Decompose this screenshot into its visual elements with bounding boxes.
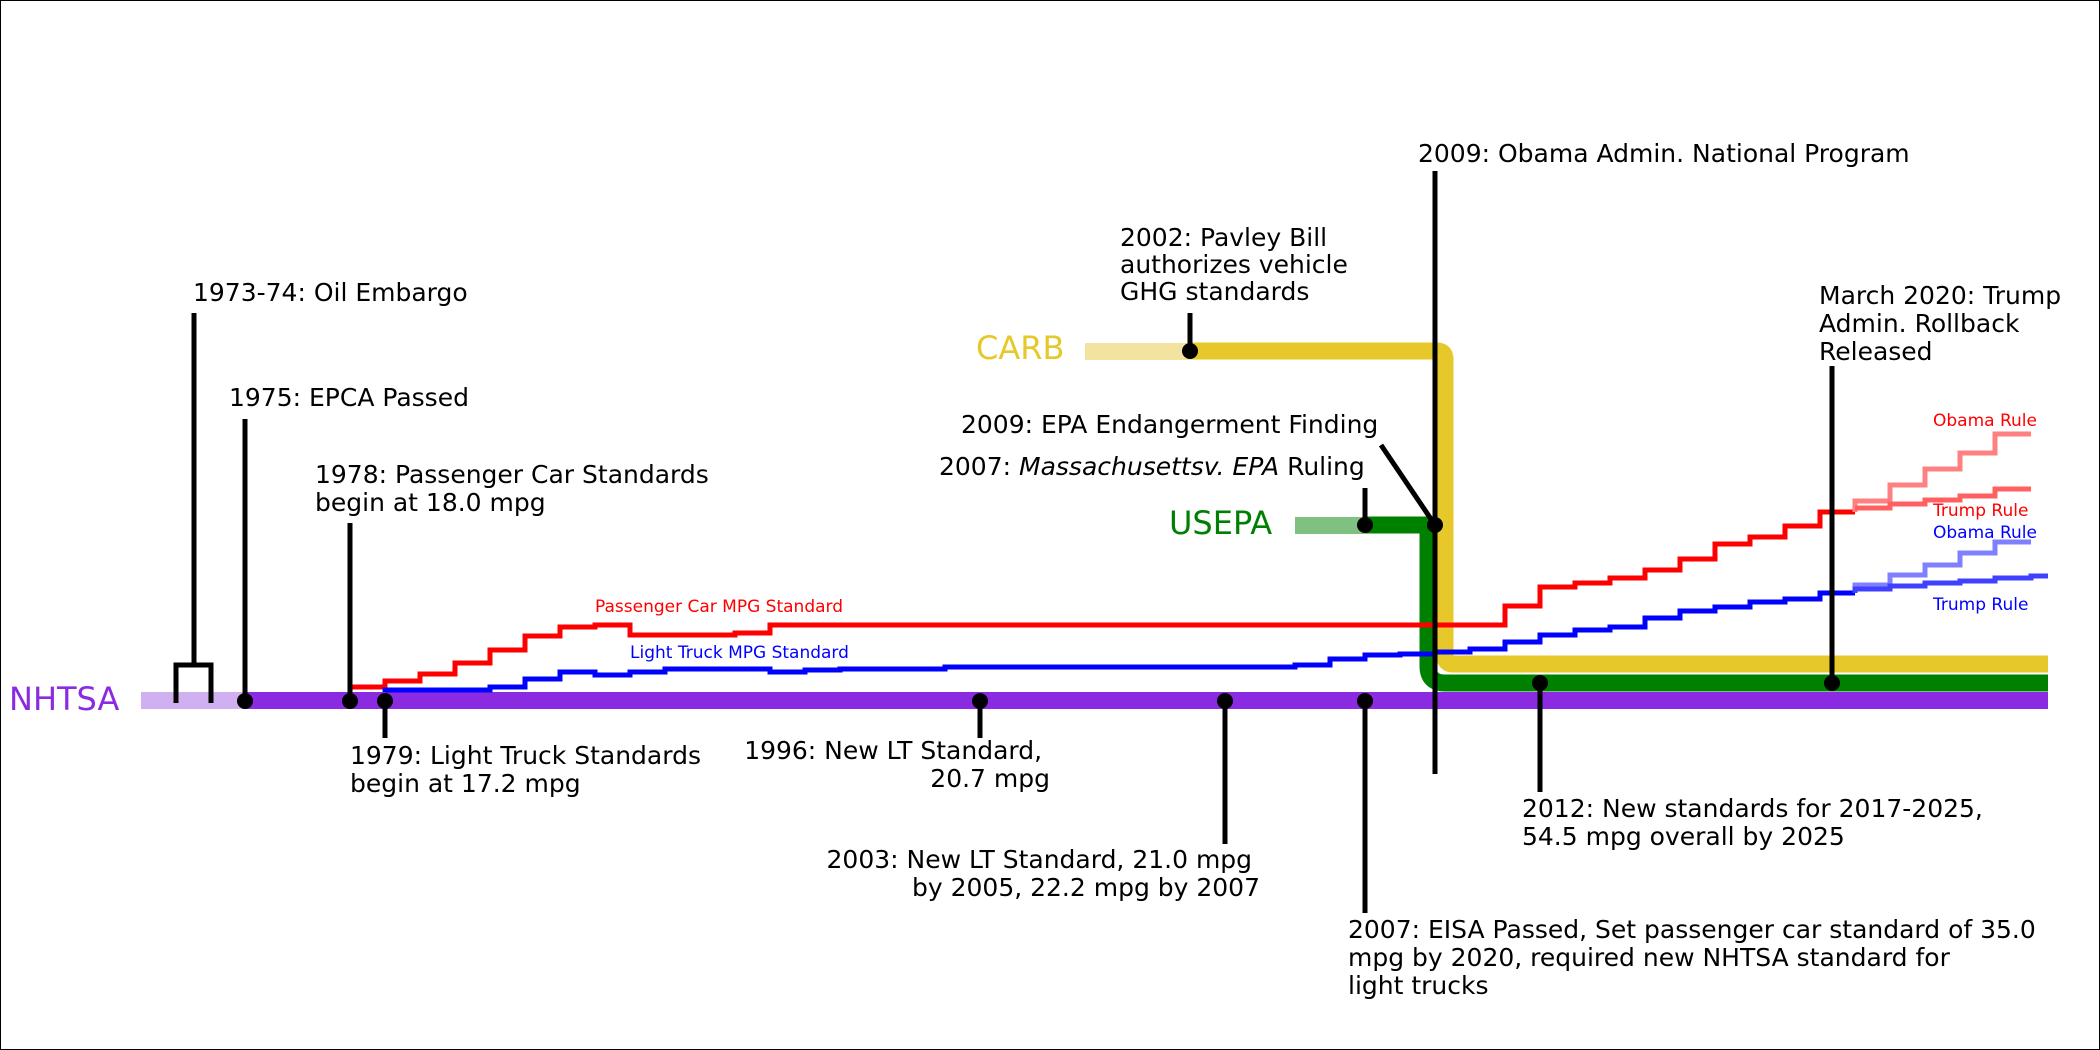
passenger-car-trump-projection [1855, 486, 2031, 511]
pavley-line-1: 2002: Pavley Bill [1120, 223, 1327, 252]
pavley-line-2: authorizes vehicle [1120, 250, 1348, 279]
standards-2012-annotation: 2012: New standards for 2017-2025, 54.5 … [1522, 794, 1991, 851]
nhtsa-lane: NHTSA [9, 680, 2048, 718]
eisa-2007-marker [1357, 693, 1373, 709]
pc-1978-marker [342, 693, 358, 709]
pavley-marker [1182, 343, 1198, 359]
mass-v-epa-case: Massachusetts [1019, 452, 1204, 481]
car-obama-rule-label: Obama Rule [1933, 411, 2037, 431]
event-markers [237, 343, 1840, 709]
lt-2003-annotation: 2003: New LT Standard, 21.0 mpg by 2005,… [827, 845, 1260, 902]
standards-2012-line-1: 2012: New standards for 2017-2025, [1522, 794, 1983, 823]
trump-2020-line-3: Released [1819, 337, 1933, 366]
lt-1996-marker [972, 693, 988, 709]
lt-1979-annotation: 1979: Light Truck Standards begin at 17.… [350, 741, 709, 798]
light-truck-series: Light Truck MPG Standard Obama Rule Trum… [382, 523, 2048, 693]
usepa-label: USEPA [1169, 504, 1272, 542]
mass-v-epa-prefix: 2007: [939, 452, 1019, 481]
light-truck-obama-projection [1852, 539, 2031, 593]
mass-v-epa-suffix: Ruling [1279, 452, 1365, 481]
pavley-annotation: 2002: Pavley Bill authorizes vehicle GHG… [1120, 223, 1356, 306]
trump-2020-line-2: Admin. Rollback [1819, 309, 2020, 338]
lt-1996-line-2: 20.7 mpg [930, 764, 1050, 793]
lt-1996-line-1: 1996: New LT Standard, [744, 736, 1042, 765]
truck-trump-rule-label: Trump Rule [1932, 595, 2028, 615]
eisa-2007-line-3: light trucks [1348, 971, 1489, 1000]
endangerment-stem [1378, 443, 1438, 527]
passenger-car-label: Passenger Car MPG Standard [595, 597, 843, 617]
lt-1979-line-2: begin at 17.2 mpg [350, 769, 581, 798]
mass-v-epa-marker [1357, 517, 1373, 533]
epca-marker [237, 693, 253, 709]
usepa-track-early [1295, 517, 1365, 534]
nhtsa-track-early [141, 692, 246, 709]
eisa-2007-line-2: mpg by 2020, required new NHTSA standard… [1348, 943, 1951, 972]
standards-2012-marker [1532, 675, 1548, 691]
truck-obama-rule-label: Obama Rule [1933, 523, 2037, 543]
lt-2003-line-2: by 2005, 22.2 mpg by 2007 [912, 873, 1260, 902]
light-truck-trump-projection [1852, 573, 2048, 593]
lt-1979-line-1: 1979: Light Truck Standards [350, 741, 701, 770]
light-truck-line [382, 590, 1855, 693]
mass-v-epa-epa: . EPA [1217, 452, 1280, 481]
carb-track-early [1085, 343, 1191, 360]
usepa-track [1365, 516, 2048, 692]
nhtsa-track [246, 692, 2048, 709]
mass-v-epa-v: v [1204, 452, 1220, 481]
standards-2012-line-2: 54.5 mpg overall by 2025 [1522, 822, 1845, 851]
lt-2003-marker [1217, 693, 1233, 709]
nhtsa-label: NHTSA [9, 680, 119, 718]
carb-track [1191, 342, 2048, 673]
lt-1996-annotation: 1996: New LT Standard, 20.7 mpg [744, 736, 1050, 793]
mass-v-epa-annotation: 2007: Massachusettsv. EPA Ruling [939, 452, 1365, 481]
passenger-car-series: Passenger Car MPG Standard Obama Rule Tr… [347, 411, 2037, 692]
pavley-line-3: GHG standards [1120, 277, 1309, 306]
eisa-2007-line-1: 2007: EISA Passed, Set passenger car sta… [1348, 915, 2036, 944]
lt-1979-marker [377, 693, 393, 709]
passenger-car-line [347, 509, 1855, 692]
carb-label: CARB [976, 329, 1064, 367]
eisa-2007-annotation: 2007: EISA Passed, Set passenger car sta… [1348, 915, 2044, 1000]
endangerment-annotation: 2009: EPA Endangerment Finding [961, 410, 1378, 439]
usepa-lane: USEPA [1169, 504, 2048, 692]
lt-2003-line-1: 2003: New LT Standard, 21.0 mpg [827, 845, 1253, 874]
carb-lane: CARB [976, 329, 2048, 673]
trump-2020-line-1: March 2020: Trump [1819, 281, 2061, 310]
pc-1978-line-1: 1978: Passenger Car Standards [315, 460, 709, 489]
epca-annotation: 1975: EPCA Passed [229, 383, 469, 412]
pc-1978-annotation: 1978: Passenger Car Standards begin at 1… [315, 460, 717, 517]
trump-2020-marker [1824, 675, 1840, 691]
obama-2009-annotation: 2009: Obama Admin. National Program [1418, 139, 1910, 168]
endangerment-marker [1427, 517, 1443, 533]
car-trump-rule-label: Trump Rule [1932, 501, 2028, 521]
light-truck-label: Light Truck MPG Standard [630, 643, 849, 663]
oil-embargo-annotation: 1973-74: Oil Embargo [193, 278, 468, 307]
trump-2020-annotation: March 2020: Trump Admin. Rollback Releas… [1819, 281, 2069, 366]
pc-1978-line-2: begin at 18.0 mpg [315, 488, 546, 517]
passenger-car-obama-projection [1852, 431, 2031, 512]
